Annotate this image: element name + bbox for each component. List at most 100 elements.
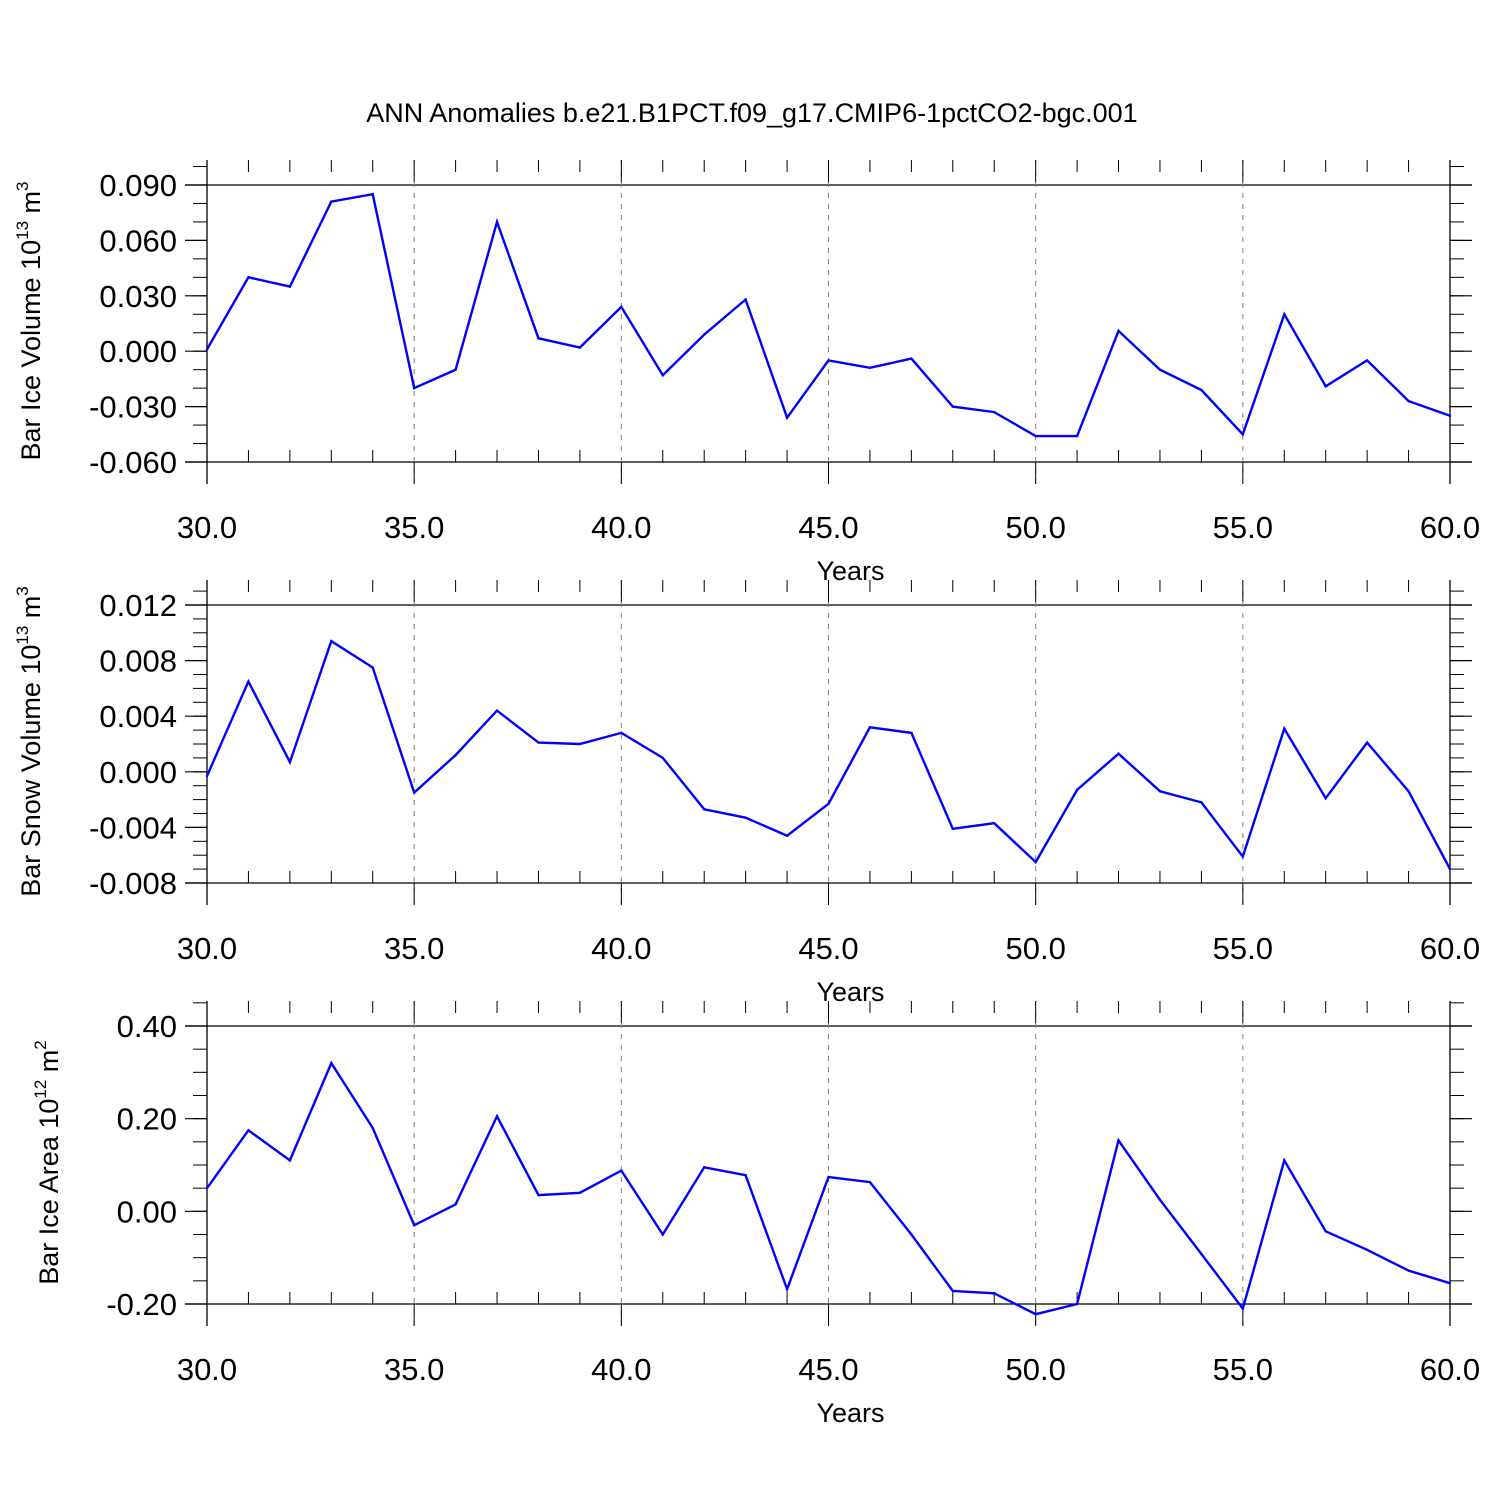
data-point [1324,797,1327,800]
y-tick-label: -0.004 [89,810,177,845]
x-tick-label: 40.0 [591,931,651,966]
data-point [1034,434,1037,438]
data-point [412,386,416,390]
data-point [1365,1248,1369,1251]
data-point [661,756,664,760]
data-point [951,405,954,408]
data-point [495,1115,499,1118]
data-point [1158,368,1162,371]
data-point [1407,790,1410,793]
data-point [703,808,706,811]
data-point [744,298,747,301]
x-axis-label: Years [816,977,884,1007]
data-point [330,639,333,643]
data-point [454,753,457,757]
data-point [205,774,209,778]
data-point [1407,1269,1410,1272]
y-tick-label: 0.004 [99,699,177,734]
y-axis-label: Bar Snow Volume 1013 m3 [13,586,46,897]
data-point [1365,741,1369,744]
data-point [247,1129,250,1132]
data-point [1200,801,1203,804]
y-tick-label: -0.008 [89,866,177,901]
data-point [371,666,374,669]
data-point [827,802,830,805]
data-point [537,741,540,744]
data-point [371,1126,374,1130]
data-point [1117,752,1120,755]
y-tick-label: 0.030 [99,279,177,314]
data-point [247,680,250,683]
data-point [1034,1312,1037,1316]
data-point [1117,329,1120,333]
data-point [1283,313,1286,316]
data-point [205,1186,209,1190]
data-point [1324,385,1327,388]
data-point [785,1287,789,1291]
data-point [495,220,499,224]
y-tick-label: -0.20 [106,1287,177,1322]
data-point [993,410,996,414]
data-point [1117,1139,1120,1142]
x-tick-label: 30.0 [177,1352,237,1387]
data-point [1034,860,1037,864]
data-point [785,416,789,419]
y-tick-label: 0.090 [99,168,177,203]
data-point [288,1159,292,1162]
data-point [703,1166,706,1169]
data-point [827,359,830,362]
data-point [330,1061,333,1065]
data-point [205,348,209,351]
y-axis-label: Bar Ice Area 1012 m2 [31,1040,64,1285]
y-tick-label: 0.008 [99,644,177,679]
data-point [910,1233,913,1236]
data-point [1200,388,1203,392]
data-point [1075,434,1079,438]
data-point [537,337,540,340]
data-point [620,1169,623,1172]
y-tick-label: -0.030 [89,390,177,425]
x-tick-label: 40.0 [591,1352,651,1387]
data-point [578,742,582,746]
x-tick-label: 35.0 [384,1352,444,1387]
data-point [951,1289,954,1293]
data-point [993,1292,996,1295]
data-point [910,731,913,735]
data-point [620,731,623,735]
data-point [910,357,913,360]
x-tick-label: 30.0 [177,510,237,545]
x-axis-label: Years [816,556,884,586]
data-point [412,1224,416,1227]
data-point [661,1233,664,1236]
y-tick-label: -0.060 [89,445,177,480]
data-point [1283,727,1286,730]
data-point [1241,433,1245,436]
data-point [1158,1198,1162,1201]
data-point [1241,855,1245,858]
x-tick-label: 45.0 [798,931,858,966]
x-tick-label: 60.0 [1420,1352,1480,1387]
data-point [1075,1302,1079,1306]
data-point [247,276,250,279]
data-point [1448,1281,1452,1285]
data-point [703,333,706,336]
x-tick-label: 55.0 [1213,1352,1273,1387]
data-point [537,1193,540,1197]
x-tick-label: 50.0 [1005,931,1065,966]
data-point [578,1191,582,1195]
x-axis-label: Years [816,1398,884,1428]
data-point [951,827,954,830]
data-point [744,1173,747,1177]
y-tick-label: 0.000 [99,334,177,369]
x-tick-label: 30.0 [177,931,237,966]
data-point [1283,1159,1286,1162]
data-point [412,791,416,794]
data-point [868,1180,872,1184]
data-point [495,709,499,712]
data-point [993,822,996,825]
x-tick-label: 60.0 [1420,510,1480,545]
x-tick-label: 45.0 [798,1352,858,1387]
